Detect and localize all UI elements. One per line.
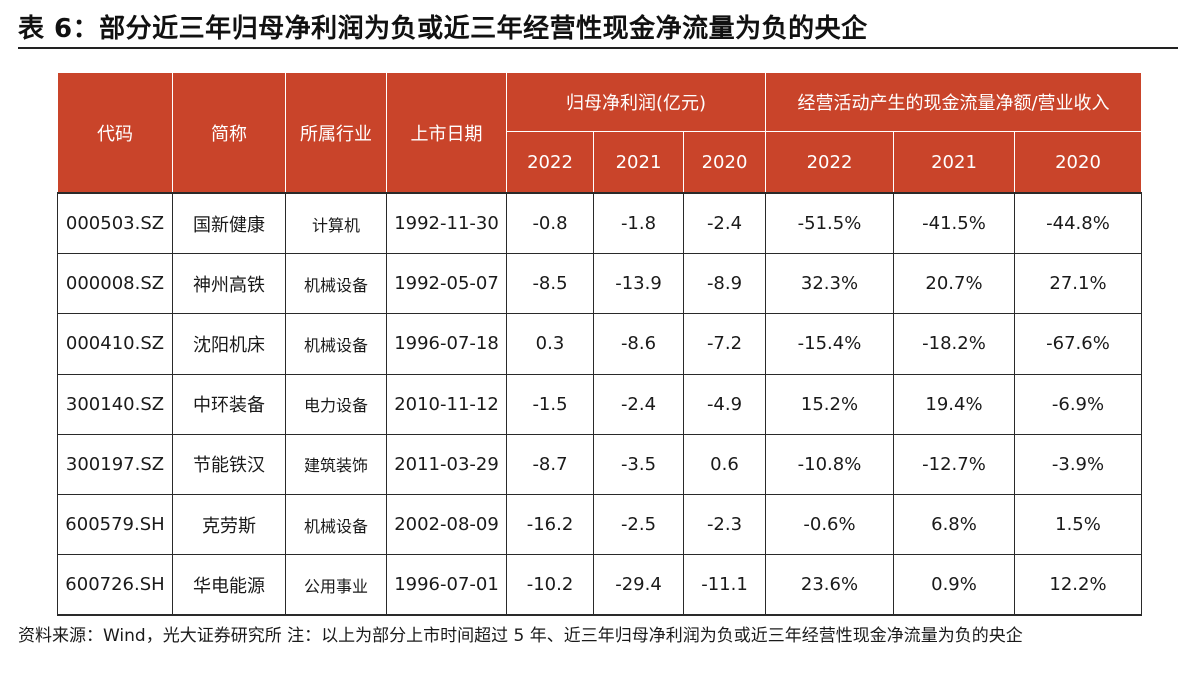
cell-list-date: 2002-08-09 xyxy=(386,493,507,556)
cell-industry: 机械设备 xyxy=(285,313,387,375)
cell-cashflow-2022: -10.8% xyxy=(765,433,894,495)
cell-name: 节能铁汉 xyxy=(172,433,286,495)
cell-profit-2022: -8.7 xyxy=(506,433,594,495)
cell-profit-2021: -3.5 xyxy=(593,433,684,495)
cell-list-date: 1996-07-18 xyxy=(386,313,507,375)
cell-cashflow-2021: -12.7% xyxy=(893,433,1015,495)
soe-table: 代码 简称 所属行业 上市日期 归母净利润(亿元) 经营活动产生的现金流量净额/… xyxy=(57,72,1142,617)
header-year: 2022 xyxy=(506,131,594,194)
cell-cashflow-2020: 12.2% xyxy=(1014,554,1142,617)
cell-name: 沈阳机床 xyxy=(172,313,286,375)
cell-cashflow-2020: 27.1% xyxy=(1014,253,1142,315)
cell-cashflow-2022: -51.5% xyxy=(765,192,894,255)
cell-profit-2020: -11.1 xyxy=(683,554,766,617)
header-year: 2021 xyxy=(593,131,684,194)
cell-cashflow-2021: -18.2% xyxy=(893,313,1015,375)
table-row: 000503.SZ 国新健康 计算机 1992-11-30 -0.8 -1.8 … xyxy=(57,192,1142,255)
cell-code: 600726.SH xyxy=(57,554,173,617)
cell-name: 中环装备 xyxy=(172,373,286,435)
cell-profit-2022: 0.3 xyxy=(506,313,594,375)
cell-profit-2022: -1.5 xyxy=(506,373,594,435)
cell-profit-2022: -10.2 xyxy=(506,554,594,617)
cell-industry: 建筑装饰 xyxy=(285,433,387,495)
table-row: 000410.SZ 沈阳机床 机械设备 1996-07-18 0.3 -8.6 … xyxy=(57,313,1142,375)
table-row: 600726.SH 华电能源 公用事业 1996-07-01 -10.2 -29… xyxy=(57,554,1142,617)
cell-name: 克劳斯 xyxy=(172,493,286,556)
cell-profit-2022: -16.2 xyxy=(506,493,594,556)
cell-industry: 电力设备 xyxy=(285,373,387,435)
cell-code: 000503.SZ xyxy=(57,192,173,255)
cell-profit-2020: 0.6 xyxy=(683,433,766,495)
header-year: 2022 xyxy=(765,131,894,194)
cell-list-date: 1996-07-01 xyxy=(386,554,507,617)
cell-cashflow-2021: 20.7% xyxy=(893,253,1015,315)
cell-list-date: 2010-11-12 xyxy=(386,373,507,435)
header-row-top: 代码 简称 所属行业 上市日期 归母净利润(亿元) 经营活动产生的现金流量净额/… xyxy=(57,72,1142,194)
cell-code: 600579.SH xyxy=(57,493,173,556)
cell-cashflow-2020: 1.5% xyxy=(1014,493,1142,556)
cell-cashflow-2021: 0.9% xyxy=(893,554,1015,617)
cell-profit-2021: -8.6 xyxy=(593,313,684,375)
header-name: 简称 xyxy=(172,72,286,194)
cell-profit-2020: -2.4 xyxy=(683,192,766,255)
cell-profit-2020: -4.9 xyxy=(683,373,766,435)
header-year: 2020 xyxy=(1014,131,1142,194)
cell-profit-2020: -8.9 xyxy=(683,253,766,315)
cell-cashflow-2020: -3.9% xyxy=(1014,433,1142,495)
header-code: 代码 xyxy=(57,72,173,194)
cell-cashflow-2022: -0.6% xyxy=(765,493,894,556)
table-body: 000503.SZ 国新健康 计算机 1992-11-30 -0.8 -1.8 … xyxy=(57,192,1142,617)
cell-profit-2020: -7.2 xyxy=(683,313,766,375)
cell-cashflow-2021: -41.5% xyxy=(893,192,1015,255)
cell-cashflow-2022: 23.6% xyxy=(765,554,894,617)
header-profit-group: 归母净利润(亿元) xyxy=(506,72,766,132)
table-row: 000008.SZ 神州高铁 机械设备 1992-05-07 -8.5 -13.… xyxy=(57,253,1142,315)
table-row: 300197.SZ 节能铁汉 建筑装饰 2011-03-29 -8.7 -3.5… xyxy=(57,433,1142,495)
cell-code: 300197.SZ xyxy=(57,433,173,495)
header-industry: 所属行业 xyxy=(285,72,387,194)
cell-cashflow-2022: 15.2% xyxy=(765,373,894,435)
header-cashflow-group: 经营活动产生的现金流量净额/营业收入 xyxy=(765,72,1142,132)
cell-cashflow-2021: 19.4% xyxy=(893,373,1015,435)
cell-industry: 计算机 xyxy=(285,192,387,255)
cell-cashflow-2020: -6.9% xyxy=(1014,373,1142,435)
cell-name: 华电能源 xyxy=(172,554,286,617)
cell-profit-2021: -2.5 xyxy=(593,493,684,556)
cell-name: 国新健康 xyxy=(172,192,286,255)
cell-list-date: 2011-03-29 xyxy=(386,433,507,495)
cell-code: 000008.SZ xyxy=(57,253,173,315)
cell-name: 神州高铁 xyxy=(172,253,286,315)
table-header: 代码 简称 所属行业 上市日期 归母净利润(亿元) 经营活动产生的现金流量净额/… xyxy=(57,72,1142,194)
header-list-date: 上市日期 xyxy=(386,72,507,194)
header-year: 2020 xyxy=(683,131,766,194)
cell-cashflow-2022: -15.4% xyxy=(765,313,894,375)
cell-profit-2021: -29.4 xyxy=(593,554,684,617)
cell-cashflow-2021: 6.8% xyxy=(893,493,1015,556)
table-row: 300140.SZ 中环装备 电力设备 2010-11-12 -1.5 -2.4… xyxy=(57,373,1142,435)
cell-profit-2021: -1.8 xyxy=(593,192,684,255)
cell-industry: 机械设备 xyxy=(285,493,387,556)
cell-code: 300140.SZ xyxy=(57,373,173,435)
cell-code: 000410.SZ xyxy=(57,313,173,375)
cell-industry: 机械设备 xyxy=(285,253,387,315)
header-row-years: 2022 2021 2020 2022 2021 2020 xyxy=(58,131,1142,194)
cell-list-date: 1992-05-07 xyxy=(386,253,507,315)
cell-profit-2021: -13.9 xyxy=(593,253,684,315)
header-year: 2021 xyxy=(893,131,1015,194)
cell-cashflow-2020: -44.8% xyxy=(1014,192,1142,255)
cell-profit-2021: -2.4 xyxy=(593,373,684,435)
table-row: 600579.SH 克劳斯 机械设备 2002-08-09 -16.2 -2.5… xyxy=(57,493,1142,556)
source-footnote: 资料来源：Wind，光大证券研究所 注：以上为部分上市时间超过 5 年、近三年归… xyxy=(18,626,1023,646)
cell-cashflow-2022: 32.3% xyxy=(765,253,894,315)
cell-industry: 公用事业 xyxy=(285,554,387,617)
cell-profit-2022: -8.5 xyxy=(506,253,594,315)
cell-list-date: 1992-11-30 xyxy=(386,192,507,255)
cell-cashflow-2020: -67.6% xyxy=(1014,313,1142,375)
table-title: 表 6：部分近三年归母净利润为负或近三年经营性现金净流量为负的央企 xyxy=(18,14,868,44)
cell-profit-2020: -2.3 xyxy=(683,493,766,556)
cell-profit-2022: -0.8 xyxy=(506,192,594,255)
title-divider xyxy=(18,47,1178,49)
